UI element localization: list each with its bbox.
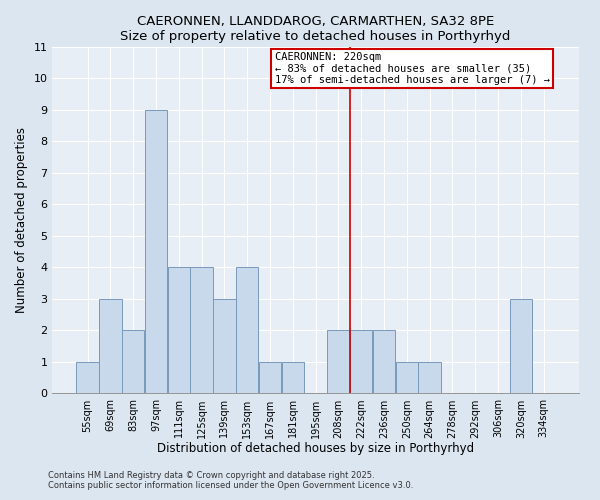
Title: CAERONNEN, LLANDDAROG, CARMARTHEN, SA32 8PE
Size of property relative to detache: CAERONNEN, LLANDDAROG, CARMARTHEN, SA32 … [121, 15, 511, 43]
Bar [167, 268, 190, 394]
Bar [350, 330, 373, 394]
Bar [418, 362, 441, 394]
Bar [281, 362, 304, 394]
Text: CAERONNEN: 220sqm
← 83% of detached houses are smaller (35)
17% of semi-detached: CAERONNEN: 220sqm ← 83% of detached hous… [275, 52, 550, 85]
Bar [213, 299, 236, 394]
Bar [236, 268, 259, 394]
Bar [373, 330, 395, 394]
Bar [99, 299, 122, 394]
Bar [145, 110, 167, 394]
Y-axis label: Number of detached properties: Number of detached properties [15, 127, 28, 313]
Bar [122, 330, 145, 394]
Bar [395, 362, 418, 394]
Bar [190, 268, 213, 394]
Text: Contains HM Land Registry data © Crown copyright and database right 2025.
Contai: Contains HM Land Registry data © Crown c… [48, 470, 413, 490]
Bar [76, 362, 98, 394]
Bar [259, 362, 281, 394]
Bar [327, 330, 350, 394]
X-axis label: Distribution of detached houses by size in Porthyrhyd: Distribution of detached houses by size … [157, 442, 474, 455]
Bar [509, 299, 532, 394]
